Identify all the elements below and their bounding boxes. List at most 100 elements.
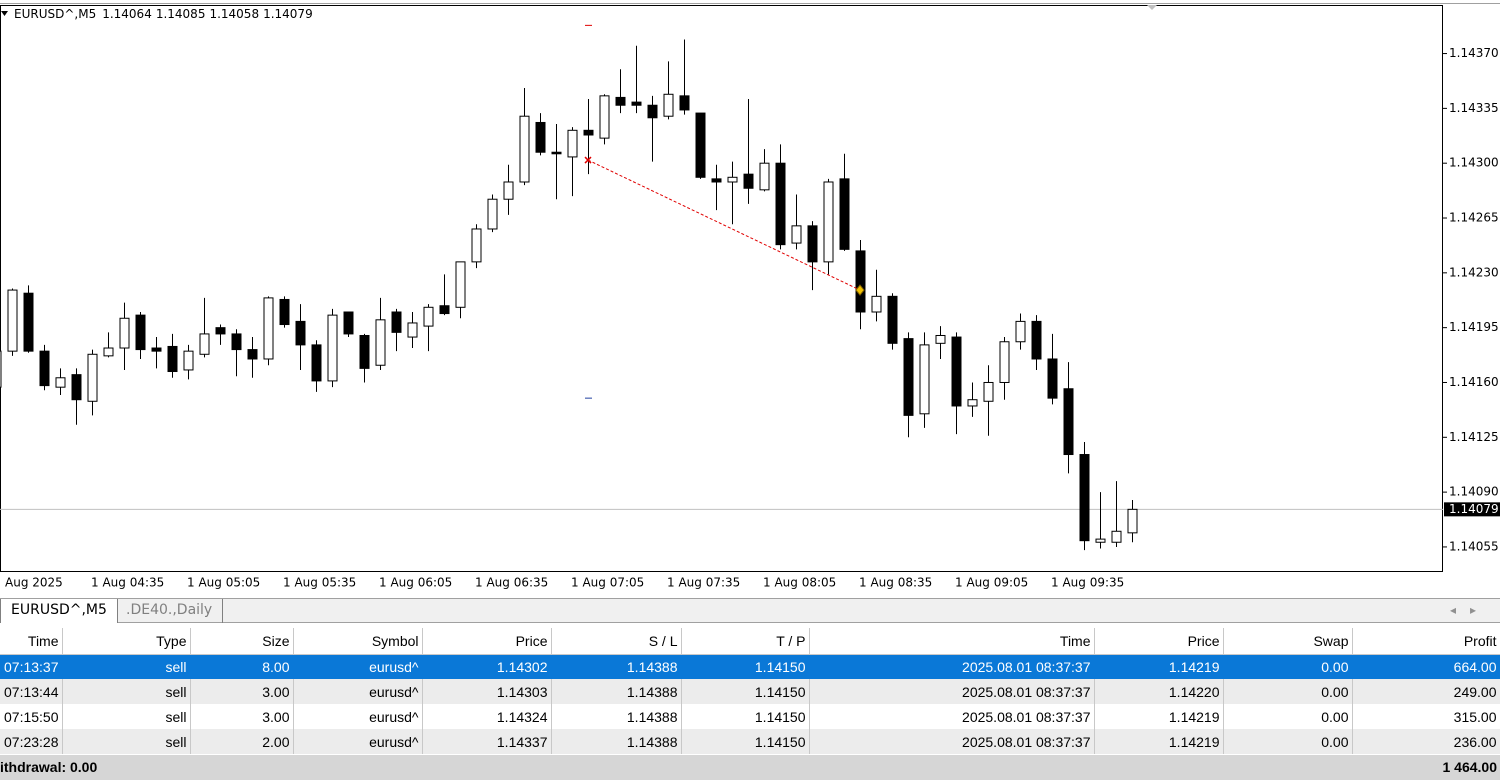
trade-line — [587, 159, 861, 291]
plot-frame — [0, 5, 1443, 572]
trade-row[interactable]: 07:13:44 sell 3.00 eurusd^ 1.14303 1.14388 1.1… — [0, 679, 1500, 704]
cell: eurusd^ — [293, 654, 423, 679]
candle-body — [759, 162, 770, 191]
column-header[interactable]: T / P — [681, 628, 810, 655]
candle-body — [1063, 388, 1074, 456]
trade-row[interactable]: 07:13:37 sell 8.00 eurusd^ 1.14302 1.14388 1.1… — [0, 654, 1500, 679]
x-tick-label: 1 Aug 09:05 — [955, 576, 1028, 590]
candle-body — [935, 334, 946, 344]
cell: 0.00 — [1223, 704, 1353, 729]
footer-row: ithdrawal: 0.00 1 464.00 — [0, 755, 1500, 780]
cell: eurusd^ — [293, 729, 423, 754]
candle-body — [247, 349, 258, 360]
price-tag — [1444, 502, 1500, 517]
footer-total: 1 464.00 — [1442, 759, 1498, 775]
candle-body — [343, 311, 354, 335]
candle-body — [23, 292, 34, 352]
candle-body — [183, 350, 194, 371]
column-header[interactable]: Price — [422, 628, 552, 655]
candle-body — [519, 115, 530, 183]
candle-body — [167, 345, 178, 373]
cell: 2025.08.01 08:37:37 — [809, 679, 1095, 704]
cell: 07:13:37 — [0, 654, 63, 679]
x-tick-label: 1 Aug 06:35 — [475, 576, 548, 590]
y-tick-label: 1.14370 — [1449, 46, 1499, 60]
candle-body — [951, 336, 962, 407]
price-tag-label: 1.14079 — [1449, 502, 1499, 516]
candle-body — [295, 320, 306, 346]
close-value: 1.14079 — [263, 7, 313, 21]
x-tick-label: 1 Aug 05:05 — [187, 576, 260, 590]
candle-body — [71, 374, 82, 401]
cell: 1.14220 — [1094, 679, 1224, 704]
cell: sell — [62, 729, 191, 754]
column-header[interactable]: Type — [62, 628, 191, 655]
cell: 1.14219 — [1094, 729, 1224, 754]
cell: 2.00 — [190, 729, 294, 754]
cell: 236.00 — [1352, 729, 1500, 754]
candle-body — [327, 314, 338, 382]
column-header[interactable]: Size — [190, 628, 294, 655]
column-header[interactable]: Price — [1094, 628, 1224, 655]
y-tick-label: 1.14125 — [1449, 430, 1499, 444]
cell: eurusd^ — [293, 679, 423, 704]
cell: 1.14388 — [551, 704, 682, 729]
column-header[interactable]: Profit — [1352, 628, 1500, 655]
candle-body — [1095, 538, 1106, 543]
column-header[interactable]: Symbol — [293, 628, 423, 655]
tab[interactable]: EURUSD^,M5 — [0, 599, 118, 623]
column-header[interactable]: Swap — [1223, 628, 1353, 655]
trade-row[interactable]: 07:15:50 sell 3.00 eurusd^ 1.14324 1.14388 1.1… — [0, 704, 1500, 729]
candle-body — [263, 297, 274, 360]
cell: sell — [62, 654, 191, 679]
cell: 315.00 — [1352, 704, 1500, 729]
candle-body — [887, 295, 898, 344]
y-tick-label: 1.14230 — [1449, 265, 1499, 279]
y-tick-label: 1.14195 — [1449, 320, 1499, 334]
cell: eurusd^ — [293, 704, 423, 729]
candle-body — [583, 129, 594, 136]
candle-body — [135, 314, 146, 351]
trade-row[interactable]: 07:23:28 sell 2.00 eurusd^ 1.14337 1.14388 1.1… — [0, 729, 1500, 754]
candle-body — [791, 225, 802, 244]
candle-body — [439, 305, 450, 315]
x-tick-label: Aug 2025 — [5, 576, 63, 590]
candle-body — [679, 95, 690, 111]
cell: 1.14388 — [551, 679, 682, 704]
candle-body — [983, 381, 994, 402]
candle-body — [599, 95, 610, 139]
cell: 07:15:50 — [0, 704, 63, 729]
candle-body — [919, 344, 930, 415]
candle-body — [967, 399, 978, 407]
tab-scroll[interactable]: ◂▸ — [1449, 603, 1490, 617]
candle-body — [839, 178, 850, 250]
column-header[interactable]: Time — [0, 628, 63, 655]
column-header[interactable]: Time — [809, 628, 1095, 655]
x-tick-label: 1 Aug 04:35 — [91, 576, 164, 590]
candle-body — [1031, 320, 1042, 360]
column-header[interactable]: S / L — [551, 628, 682, 655]
candle-body — [727, 176, 738, 183]
candle-body — [663, 93, 674, 117]
tab-bar: EURUSD^,M5 .DE40.,Daily ◂▸ — [0, 598, 1500, 623]
shift-marker — [1147, 5, 1157, 10]
chart-header: EURUSD^,M5 1.14064 1.14085 1.14058 1.14079 — [14, 7, 313, 21]
cell: 1.14219 — [1094, 704, 1224, 729]
candle-body — [391, 311, 402, 333]
candles — [0, 39, 1443, 551]
x-tick-label: 1 Aug 09:35 — [1051, 576, 1124, 590]
cell: 1.14337 — [422, 729, 552, 754]
tab[interactable]: .DE40.,Daily — [116, 599, 224, 623]
y-tick-label: 1.14160 — [1449, 375, 1499, 389]
x-tick-label: 1 Aug 08:05 — [763, 576, 836, 590]
exit-marker — [855, 284, 865, 296]
candle-body — [455, 261, 466, 308]
candle-body — [567, 129, 578, 158]
candle-body — [631, 101, 642, 106]
cell: 1.14150 — [681, 729, 810, 754]
candle-body — [999, 341, 1010, 383]
y-tick-label: 1.14055 — [1449, 539, 1499, 553]
cell: sell — [62, 704, 191, 729]
